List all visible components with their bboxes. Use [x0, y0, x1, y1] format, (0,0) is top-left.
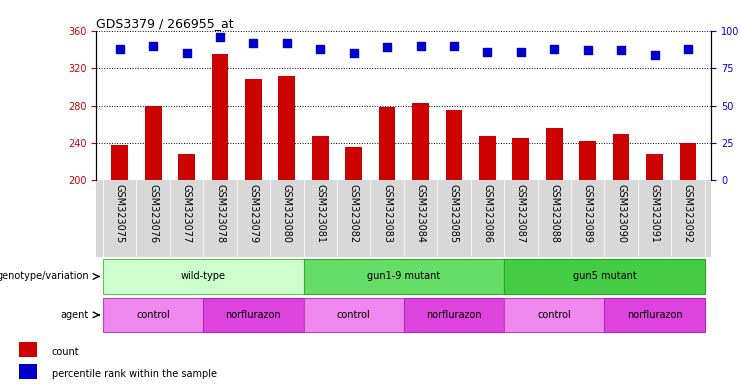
Point	[448, 43, 460, 49]
Text: GSM323076: GSM323076	[148, 184, 158, 243]
Bar	[345, 147, 362, 180]
Bar	[144, 106, 162, 180]
Point	[114, 46, 126, 52]
Text: control: control	[136, 310, 170, 320]
Bar	[646, 154, 663, 180]
Text: norflurazon: norflurazon	[426, 310, 482, 320]
Point	[482, 49, 494, 55]
Bar	[605, 298, 705, 332]
Point	[214, 34, 226, 40]
Text: GSM323083: GSM323083	[382, 184, 392, 243]
Text: agent: agent	[61, 310, 89, 320]
Bar	[479, 136, 496, 180]
Text: gun5 mutant: gun5 mutant	[573, 271, 637, 281]
Text: GDS3379 / 266955_at: GDS3379 / 266955_at	[96, 17, 234, 30]
Text: percentile rank within the sample: percentile rank within the sample	[52, 369, 217, 379]
Point	[147, 43, 159, 49]
Text: GSM323078: GSM323078	[215, 184, 225, 243]
Bar	[679, 143, 697, 180]
Text: GSM323085: GSM323085	[449, 184, 459, 243]
Bar	[412, 103, 429, 180]
Point	[381, 44, 393, 50]
Bar	[546, 128, 562, 180]
Bar	[19, 364, 37, 379]
Bar	[613, 134, 629, 180]
Bar	[504, 298, 605, 332]
Text: norflurazon: norflurazon	[627, 310, 682, 320]
Text: GSM323090: GSM323090	[616, 184, 626, 243]
Bar	[212, 54, 228, 180]
Bar	[579, 141, 596, 180]
Bar	[312, 136, 329, 180]
Bar	[19, 342, 37, 356]
Text: GSM323091: GSM323091	[650, 184, 659, 243]
Text: GSM323079: GSM323079	[248, 184, 259, 243]
Text: GSM323084: GSM323084	[416, 184, 425, 243]
Text: count: count	[52, 346, 79, 357]
Bar	[279, 76, 295, 180]
Point	[247, 40, 259, 46]
Text: control: control	[537, 310, 571, 320]
Point	[314, 46, 326, 52]
Text: GSM323075: GSM323075	[115, 184, 124, 243]
Bar	[504, 259, 705, 294]
Text: GSM323087: GSM323087	[516, 184, 526, 243]
Text: wild-type: wild-type	[181, 271, 226, 281]
Point	[682, 46, 694, 52]
Point	[615, 47, 627, 53]
Text: GSM323081: GSM323081	[315, 184, 325, 243]
Bar	[103, 259, 304, 294]
Bar	[179, 154, 195, 180]
Point	[648, 51, 660, 58]
Text: GSM323077: GSM323077	[182, 184, 192, 243]
Bar	[103, 298, 203, 332]
Text: control: control	[337, 310, 370, 320]
Point	[348, 50, 359, 56]
Point	[415, 43, 427, 49]
Text: norflurazon: norflurazon	[225, 310, 282, 320]
Point	[548, 46, 560, 52]
Point	[515, 49, 527, 55]
Bar	[513, 138, 529, 180]
Text: GSM323092: GSM323092	[683, 184, 693, 243]
Bar	[304, 298, 404, 332]
Point	[181, 50, 193, 56]
Bar	[203, 298, 304, 332]
Bar	[379, 108, 396, 180]
Point	[281, 40, 293, 46]
Point	[582, 47, 594, 53]
Text: gun1-9 mutant: gun1-9 mutant	[368, 271, 440, 281]
Bar	[245, 79, 262, 180]
Text: GSM323089: GSM323089	[582, 184, 593, 243]
Text: genotype/variation: genotype/variation	[0, 271, 89, 281]
Bar	[445, 110, 462, 180]
Text: GSM323082: GSM323082	[349, 184, 359, 243]
Text: GSM323088: GSM323088	[549, 184, 559, 243]
Bar	[111, 145, 128, 180]
Bar	[304, 259, 504, 294]
Text: GSM323086: GSM323086	[482, 184, 493, 243]
Text: GSM323080: GSM323080	[282, 184, 292, 243]
Bar	[404, 298, 504, 332]
